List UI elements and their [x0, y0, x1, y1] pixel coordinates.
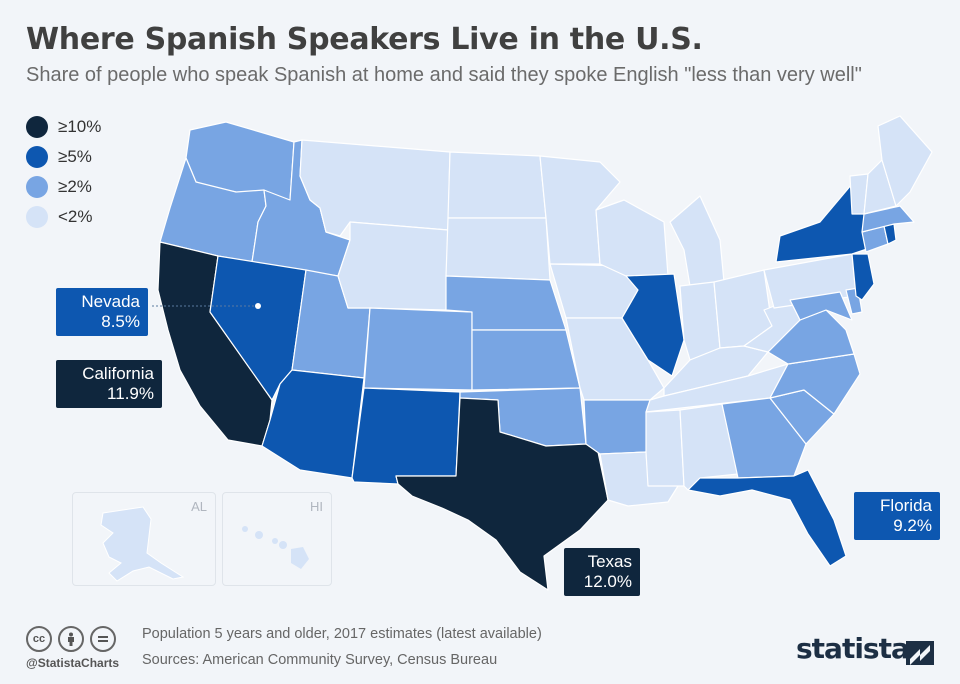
- state-south-dakota: [445, 217, 551, 281]
- nevada-marker: [255, 303, 261, 309]
- state-wyoming: [337, 221, 449, 311]
- callout-california-value: 11.9%: [107, 384, 154, 403]
- callout-florida-value: 9.2%: [893, 516, 932, 535]
- legend-label: ≥5%: [58, 147, 92, 166]
- callout-texas: Texas 12.0%: [564, 548, 640, 596]
- social-handle[interactable]: @StatistaCharts: [26, 656, 120, 670]
- legend-item: ≥2%: [26, 172, 101, 202]
- legend-swatch: [26, 176, 48, 198]
- state-new-mexico: [351, 387, 461, 485]
- legend-label: ≥2%: [58, 177, 92, 196]
- legend-item: <2%: [26, 202, 101, 232]
- state-arkansas: [583, 399, 651, 455]
- state-illinois: [621, 273, 685, 377]
- statista-logo-icon: [906, 641, 934, 665]
- callout-nevada-name: Nevada: [81, 292, 140, 311]
- state-indiana: [679, 281, 721, 361]
- callout-nevada-value: 8.5%: [101, 312, 140, 331]
- hawaii-inset: HI: [222, 492, 332, 586]
- legend: ≥10% ≥5% ≥2% <2%: [26, 112, 101, 232]
- state-maine: [877, 115, 933, 207]
- footnote-sources: Sources: American Community Survey, Cens…: [142, 652, 498, 668]
- callout-nevada: Nevada 8.5%: [56, 288, 148, 336]
- state-north-dakota: [447, 151, 547, 219]
- state-mississippi: [645, 409, 685, 487]
- callout-texas-name: Texas: [587, 552, 632, 571]
- hawaii-inset-label: HI: [310, 499, 323, 514]
- state-massachusetts: [861, 205, 915, 233]
- footnote-population: Population 5 years and older, 2017 estim…: [142, 626, 542, 642]
- statista-logo-text[interactable]: statista: [796, 632, 910, 665]
- alaska-shape: [100, 506, 185, 582]
- legend-item: ≥10%: [26, 112, 101, 142]
- state-texas: [395, 397, 609, 591]
- hawaii-shape: [242, 526, 309, 569]
- attribution-icon[interactable]: [58, 626, 84, 652]
- legend-swatch: [26, 116, 48, 138]
- callout-texas-value: 12.0%: [583, 572, 632, 591]
- state-arizona: [261, 369, 365, 479]
- no-derivatives-icon[interactable]: [90, 626, 116, 652]
- legend-label: ≥10%: [58, 117, 102, 136]
- callout-florida-name: Florida: [880, 496, 932, 515]
- legend-item: ≥5%: [26, 142, 101, 172]
- callout-california-name: California: [82, 364, 154, 383]
- state-wisconsin: [595, 199, 669, 277]
- legend-swatch: [26, 206, 48, 228]
- legend-swatch: [26, 146, 48, 168]
- alaska-inset: AL: [72, 492, 216, 586]
- chart-subtitle: Share of people who speak Spanish at hom…: [26, 64, 862, 86]
- legend-label: <2%: [58, 207, 93, 226]
- state-michigan: [669, 195, 725, 287]
- state-kansas: [471, 329, 581, 391]
- state-colorado: [363, 307, 473, 391]
- license-icons: cc: [26, 626, 116, 652]
- chart-title: Where Spanish Speakers Live in the U.S.: [26, 22, 703, 57]
- callout-california: California 11.9%: [56, 360, 162, 408]
- cc-icon[interactable]: cc: [26, 626, 52, 652]
- alaska-inset-label: AL: [191, 499, 207, 514]
- state-florida: [687, 469, 847, 567]
- callout-florida: Florida 9.2%: [854, 492, 940, 540]
- state-maryland: [789, 291, 853, 321]
- state-new-jersey: [851, 253, 875, 301]
